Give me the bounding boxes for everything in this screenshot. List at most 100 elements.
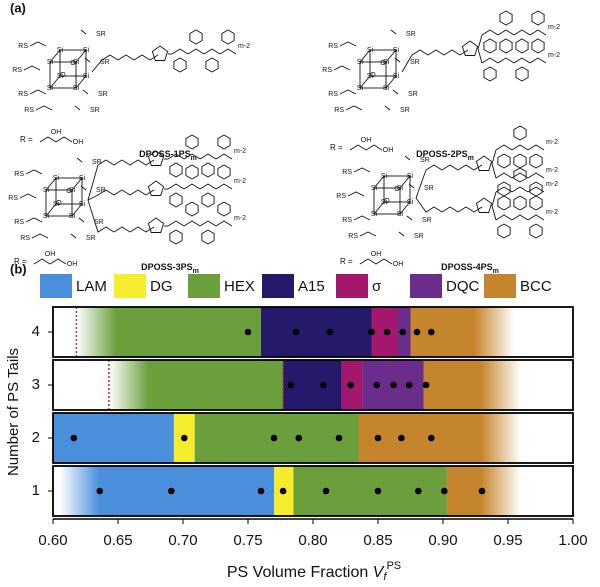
bond (82, 89, 89, 95)
repeat-label: m-2 (548, 52, 560, 59)
atom-label: Si (393, 47, 400, 54)
atom-label: Si (357, 85, 364, 92)
r-label: R = (14, 257, 27, 266)
phenyl (513, 153, 527, 169)
compound-name-sub: m (191, 155, 197, 162)
bond (527, 172, 545, 179)
bond (495, 214, 513, 221)
cage-bond (75, 49, 87, 63)
atom-label: SR (98, 91, 108, 98)
bond (76, 157, 83, 163)
bond (219, 48, 237, 55)
bond (359, 258, 393, 265)
atom-label: Si (393, 73, 400, 80)
phenyl (531, 10, 545, 26)
x-tick-label: 0.85 (363, 532, 392, 549)
bond (394, 57, 401, 63)
data-point (368, 328, 375, 336)
atom-label: Si (381, 199, 388, 206)
bond (390, 29, 397, 35)
bond (25, 217, 43, 223)
bond (406, 215, 413, 221)
legend-label: BCC (520, 278, 552, 295)
bond (87, 159, 155, 201)
atom-label: Si (69, 213, 76, 220)
phenyl (513, 195, 527, 211)
cage-bond (71, 203, 83, 217)
bond (497, 29, 515, 36)
data-point (390, 381, 397, 389)
phenyl (217, 201, 231, 217)
atom-label: Si (57, 47, 64, 54)
repeat-label: m-2 (234, 215, 246, 222)
data-point (415, 487, 422, 495)
legend-label: DG (150, 278, 173, 295)
cage-bond (385, 75, 397, 89)
legend-swatch (336, 274, 368, 298)
cage-bond (359, 49, 371, 63)
phenyl (497, 181, 511, 197)
cage-bond (45, 189, 73, 217)
atom-label: Si (407, 173, 414, 180)
phenyl (497, 153, 511, 169)
bond (349, 144, 383, 151)
legend-swatch (410, 274, 442, 298)
atom-label: Si (47, 85, 54, 92)
bond (91, 54, 159, 73)
atom-label: SR (92, 159, 102, 166)
bond (199, 183, 217, 190)
bond (215, 153, 233, 160)
cage-bond (383, 175, 411, 203)
atom-label: Si (371, 211, 378, 218)
bond (481, 57, 499, 64)
atom-label: Si (73, 85, 80, 92)
cage-bond (373, 175, 385, 189)
atom-label: Si (53, 175, 60, 182)
bond (199, 153, 217, 160)
data-point (244, 328, 252, 336)
bond (359, 231, 377, 237)
phase-segment (293, 466, 447, 516)
compound-name-main: DPOSS-1PS (139, 149, 191, 159)
atom-label: O (394, 186, 400, 193)
cage-bond (55, 177, 83, 205)
r-label: R = (330, 143, 343, 152)
bond (187, 48, 205, 55)
phenyl (529, 195, 543, 211)
legend-label: HEX (224, 278, 255, 295)
atom-label: RS (334, 107, 344, 114)
bond (398, 231, 405, 237)
x-axis-label: PS Volume Fraction VfPS (227, 560, 401, 583)
bond (183, 183, 201, 190)
phenyl (169, 192, 183, 208)
bond (353, 167, 371, 173)
phenyl (185, 201, 199, 217)
cage-bond (369, 49, 397, 77)
bond (477, 34, 483, 50)
bond (199, 220, 217, 227)
atom-label: OH (383, 147, 394, 154)
triazole (461, 40, 479, 56)
atom-label: RS (8, 195, 18, 202)
compound-name-sub: m (193, 268, 199, 275)
atom-label: OH (45, 251, 56, 258)
y-axis-label: Number of PS Tails (5, 348, 22, 476)
data-point (422, 381, 430, 389)
phenyl (499, 10, 513, 26)
phenyl (483, 66, 497, 82)
data-point (413, 328, 421, 336)
bond (347, 191, 365, 197)
atom-label: RS (322, 67, 332, 74)
bond (353, 215, 371, 221)
bond (511, 186, 529, 193)
bond (19, 193, 37, 199)
y-tick-label: 3 (32, 376, 40, 393)
phase-segment (410, 307, 515, 357)
legend-label: σ (372, 278, 382, 295)
bond (167, 220, 185, 227)
atom-label: RS (342, 217, 352, 224)
bond (495, 186, 513, 193)
atom-label: OH (67, 261, 78, 268)
atom-label: O (66, 188, 72, 195)
